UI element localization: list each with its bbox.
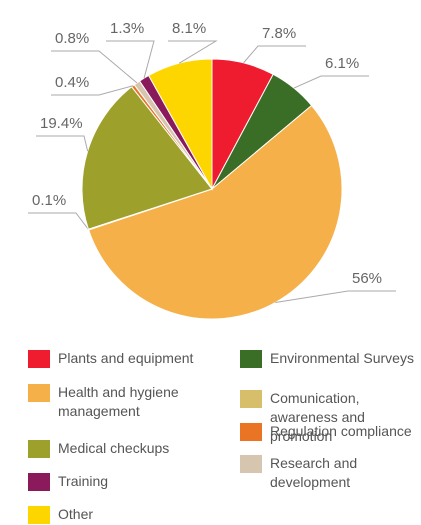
legend-label: Other — [58, 506, 94, 522]
leader-line — [275, 290, 396, 304]
data-label: 0.4% — [55, 74, 89, 91]
pie-slice — [81, 86, 213, 230]
legend-swatch — [28, 440, 50, 458]
legend-swatch — [240, 390, 262, 408]
data-label: 56% — [352, 270, 382, 287]
data-label: 0.1% — [32, 192, 66, 209]
legend-label: Plants and equipment — [58, 350, 194, 366]
pie-slice — [87, 104, 343, 320]
legend-label: Health and hygiene management — [58, 384, 179, 419]
leader-line — [36, 135, 89, 152]
leader-line — [243, 45, 306, 64]
legend-label: Research and development — [270, 455, 358, 490]
data-label: 0.8% — [55, 30, 89, 47]
pie-slice — [147, 58, 213, 191]
leader-line — [106, 40, 155, 79]
legend-swatch — [240, 350, 262, 368]
legend-swatch — [28, 506, 50, 524]
legend-label: Medical checkups — [58, 440, 170, 456]
legend-swatch — [240, 455, 262, 473]
legend-label: Training — [58, 473, 109, 489]
data-label: 19.4% — [40, 115, 83, 132]
leader-line — [293, 75, 369, 89]
legend-swatch — [28, 473, 50, 491]
data-label: 1.3% — [110, 20, 144, 37]
legend-swatch — [28, 384, 50, 402]
leader-line — [168, 40, 218, 64]
legend-swatch — [28, 350, 50, 368]
leader-line — [51, 85, 134, 96]
leader-line — [28, 212, 89, 230]
legend-label: Comunication, awareness and promotion — [270, 390, 365, 444]
leader-line — [51, 50, 138, 84]
legend-label: Regulation compliance — [270, 423, 412, 439]
legend-swatch — [240, 423, 262, 441]
data-label: 8.1% — [172, 20, 206, 37]
data-label: 6.1% — [325, 55, 359, 72]
legend-label: Environmental Surveys — [270, 350, 414, 366]
data-label: 7.8% — [262, 25, 296, 42]
